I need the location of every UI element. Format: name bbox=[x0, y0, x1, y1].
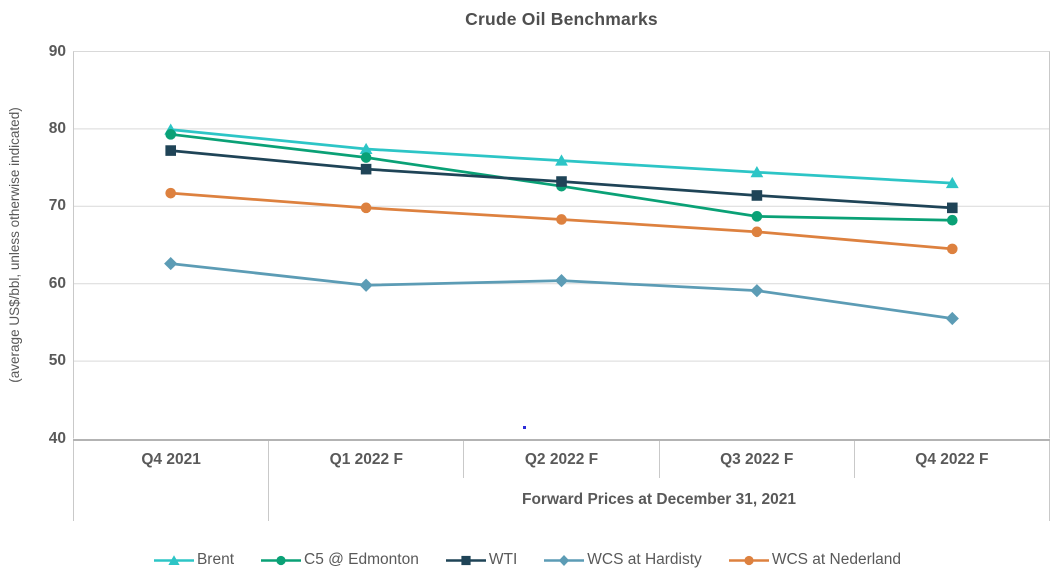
x-category-label: Q2 2022 F bbox=[464, 441, 660, 478]
data-point-marker bbox=[165, 187, 176, 199]
data-point-marker bbox=[554, 274, 569, 288]
legend-item-c5-edmonton: C5 @ Edmonton bbox=[261, 551, 419, 569]
legend-item-wcs-at-nederland: WCS at Nederland bbox=[728, 551, 902, 569]
legend-label: WCS at Hardisty bbox=[587, 551, 702, 568]
x-axis-group-label: Forward Prices at December 31, 2021 bbox=[268, 478, 1050, 521]
x-axis-group-spacer bbox=[73, 478, 268, 521]
y-tick-label: 50 bbox=[48, 352, 66, 370]
series-wcs-at-hardisty bbox=[164, 256, 959, 326]
legend-item-wcs-at-hardisty: WCS at Hardisty bbox=[544, 551, 702, 569]
legend-marker-icon bbox=[153, 554, 194, 565]
series-line bbox=[169, 262, 954, 320]
legend-marker-icon bbox=[728, 555, 769, 565]
legend: Brent C5 @ Edmonton WTI WCS at Hardisty WCS … bbox=[0, 545, 1055, 575]
data-point-marker bbox=[164, 256, 178, 271]
data-point-marker bbox=[947, 214, 958, 226]
x-category-label: Q1 2022 F bbox=[269, 441, 465, 478]
legend-label: Brent bbox=[196, 551, 235, 568]
legend-item-wti: WTI bbox=[445, 551, 518, 569]
data-point-marker bbox=[360, 202, 372, 214]
y-tick-label: 40 bbox=[48, 429, 66, 447]
plot-area bbox=[73, 51, 1050, 439]
series-wcs-at-nederland bbox=[165, 187, 958, 255]
data-point-marker bbox=[359, 142, 373, 155]
legend-marker-icon bbox=[544, 554, 585, 566]
legend-label: WTI bbox=[488, 551, 518, 568]
legend-label: WCS at Nederland bbox=[771, 551, 902, 568]
x-category-label: Q4 2022 F bbox=[855, 441, 1051, 478]
data-point-marker bbox=[556, 176, 567, 187]
legend-item-brent: Brent bbox=[153, 551, 235, 569]
data-point-marker bbox=[751, 190, 763, 201]
y-tick-label: 70 bbox=[48, 197, 66, 215]
y-tick-label: 60 bbox=[48, 274, 66, 292]
data-point-marker bbox=[750, 166, 764, 178]
data-point-marker bbox=[947, 202, 958, 214]
data-point-marker bbox=[947, 243, 958, 255]
data-point-marker bbox=[165, 129, 176, 140]
data-point-marker bbox=[751, 211, 763, 222]
data-point-marker bbox=[360, 163, 372, 175]
data-point-marker bbox=[751, 226, 763, 238]
x-axis-category-row: Q4 2021 Q1 2022 F Q2 2022 F Q3 2022 F Q4 202… bbox=[73, 439, 1051, 478]
x-category-label: Q4 2021 bbox=[73, 441, 270, 478]
y-tick-label: 90 bbox=[48, 42, 66, 60]
data-point-marker bbox=[359, 278, 373, 292]
legend-marker-icon bbox=[445, 555, 486, 565]
data-point-marker bbox=[556, 214, 567, 225]
data-point-marker bbox=[945, 311, 959, 326]
data-point-marker bbox=[165, 145, 176, 156]
data-point-marker bbox=[750, 284, 764, 298]
y-tick-label: 80 bbox=[48, 119, 66, 137]
x-category-label: Q3 2022 F bbox=[660, 441, 855, 478]
legend-marker-icon bbox=[261, 555, 302, 565]
data-point-marker bbox=[360, 152, 372, 163]
stray-blue-dot bbox=[523, 426, 526, 429]
series-wti bbox=[165, 145, 958, 214]
chart-title: Crude Oil Benchmarks bbox=[465, 9, 658, 29]
legend-label: C5 @ Edmonton bbox=[304, 551, 419, 568]
data-point-marker bbox=[555, 154, 568, 166]
data-point-marker bbox=[945, 176, 959, 189]
